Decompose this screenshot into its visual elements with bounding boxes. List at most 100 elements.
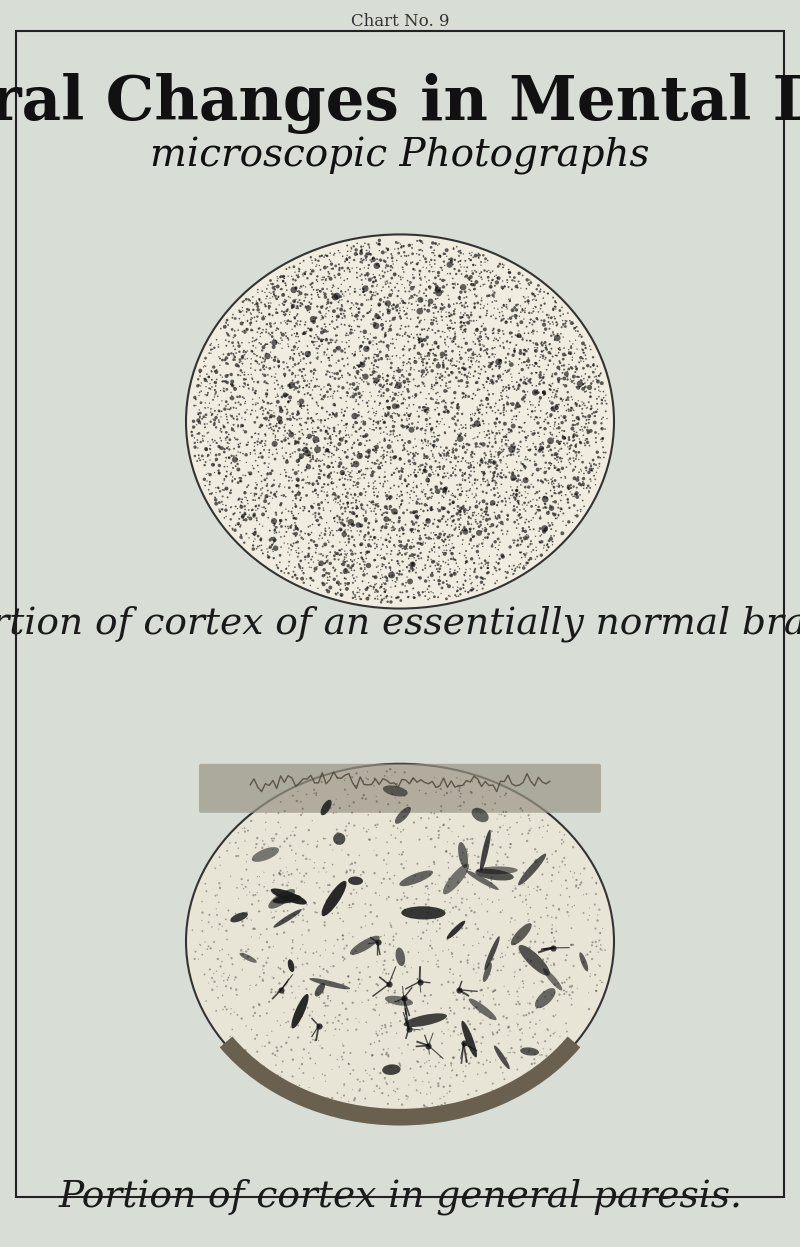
Point (577, 407, 590, 426)
Point (457, 496, 470, 516)
Point (394, 494, 407, 514)
Point (486, 423, 499, 443)
Point (318, 416, 330, 436)
Point (271, 557, 284, 577)
Point (258, 352, 271, 372)
Point (322, 262, 334, 282)
Point (440, 446, 453, 466)
Point (286, 407, 299, 426)
Point (504, 493, 517, 513)
Point (292, 455, 305, 475)
Point (447, 493, 460, 513)
Point (245, 364, 258, 384)
Point (473, 267, 486, 287)
Point (249, 496, 262, 516)
Point (381, 390, 394, 410)
Point (445, 252, 458, 272)
Point (552, 862, 565, 882)
Point (551, 402, 564, 421)
Point (563, 976, 576, 996)
Point (545, 526, 558, 546)
Point (552, 358, 565, 378)
Point (467, 367, 480, 387)
Point (439, 362, 452, 382)
Point (474, 298, 487, 318)
Point (375, 518, 388, 537)
Point (398, 439, 411, 459)
Point (361, 762, 374, 782)
Point (542, 470, 554, 490)
Point (269, 367, 282, 387)
Point (221, 438, 234, 458)
Point (332, 338, 345, 358)
Point (462, 845, 475, 865)
Point (290, 313, 302, 333)
Point (291, 469, 304, 489)
Point (471, 329, 484, 349)
Point (249, 360, 262, 380)
Point (343, 973, 356, 993)
Point (438, 323, 451, 343)
Point (518, 499, 530, 519)
Point (550, 842, 562, 862)
Point (483, 433, 496, 453)
Point (550, 521, 562, 541)
Point (522, 425, 534, 445)
Point (513, 943, 526, 963)
Point (246, 490, 259, 510)
Point (443, 963, 456, 983)
Point (271, 349, 284, 369)
Point (430, 412, 443, 431)
Point (407, 585, 420, 605)
Point (201, 423, 214, 443)
Point (418, 446, 431, 466)
Point (339, 499, 352, 519)
Point (418, 299, 431, 319)
Point (311, 510, 324, 530)
Point (465, 348, 478, 368)
Point (397, 393, 410, 413)
Point (497, 816, 510, 835)
Point (418, 430, 431, 450)
Point (505, 312, 518, 332)
Point (459, 581, 472, 601)
Point (262, 542, 274, 562)
Point (274, 545, 286, 565)
Point (210, 483, 222, 503)
Point (226, 418, 238, 438)
Point (251, 322, 264, 342)
Point (233, 509, 246, 529)
Point (316, 398, 329, 418)
Point (386, 299, 399, 319)
Point (408, 416, 421, 436)
Point (530, 503, 542, 522)
Point (399, 323, 412, 343)
Point (334, 454, 346, 474)
Point (221, 311, 234, 330)
Point (402, 1019, 415, 1039)
Point (191, 433, 204, 453)
Point (511, 327, 524, 347)
Point (301, 284, 314, 304)
Point (369, 328, 382, 348)
Point (512, 991, 525, 1011)
Point (525, 474, 538, 494)
Point (210, 490, 222, 510)
Point (454, 508, 467, 527)
Point (297, 470, 310, 490)
Point (250, 350, 262, 370)
Point (443, 912, 456, 932)
Point (478, 261, 491, 281)
Ellipse shape (291, 994, 309, 1029)
Point (248, 440, 261, 460)
Point (463, 1014, 476, 1034)
Point (346, 1080, 359, 1100)
Point (430, 312, 443, 332)
Point (278, 562, 290, 582)
Point (351, 362, 364, 382)
Point (426, 551, 439, 571)
Point (474, 857, 487, 877)
Point (206, 409, 219, 429)
Point (546, 515, 559, 535)
Point (370, 315, 382, 335)
